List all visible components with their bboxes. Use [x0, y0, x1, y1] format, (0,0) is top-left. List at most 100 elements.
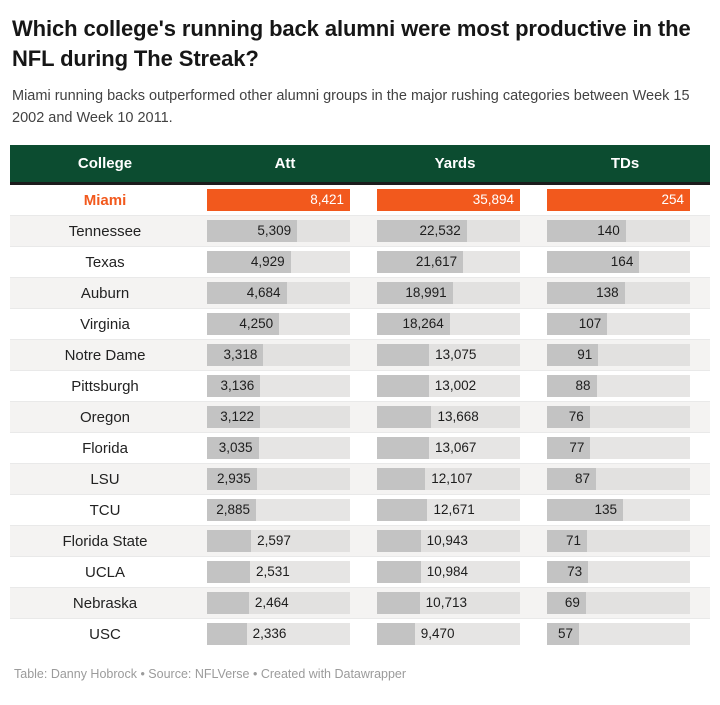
chart-footer-credits: Table: Danny Hobrock • Source: NFLVerse … — [14, 667, 407, 682]
bar-value-label: 138 — [596, 285, 619, 301]
bar-track: 2,464 — [207, 592, 350, 615]
stat-cell: 4,250 — [200, 313, 370, 336]
bar-track: 3,035 — [207, 437, 350, 460]
table-row: Auburn 4,684 18,991 138 — [10, 277, 710, 309]
value-bar — [547, 437, 591, 460]
column-header-att: Att — [274, 155, 296, 173]
value-bar — [377, 530, 421, 553]
bar-value-label: 91 — [577, 347, 593, 363]
table-body: Miami 8,421 35,894 254 Tennessee 5,309 22,532 1… — [10, 185, 710, 650]
bar-value-label: 10,713 — [425, 595, 467, 611]
bar-track: 57 — [547, 623, 690, 646]
stat-cell: 12,107 — [370, 468, 540, 491]
bar-value-label: 77 — [569, 440, 585, 456]
college-name: Nebraska — [72, 594, 138, 612]
table-row: Pittsburgh 3,136 13,002 88 — [10, 370, 710, 402]
stat-cell: 254 — [540, 189, 710, 212]
value-bar — [207, 251, 291, 274]
bar-track: 135 — [547, 499, 690, 522]
bar-track: 10,713 — [377, 592, 520, 615]
value-bar — [377, 375, 429, 398]
bar-track: 3,122 — [207, 406, 350, 429]
bar-track: 13,075 — [377, 344, 520, 367]
value-bar — [377, 282, 453, 305]
bar-value-label: 164 — [610, 254, 634, 270]
stat-cell: 88 — [540, 375, 710, 398]
table-row: Texas 4,929 21,617 164 — [10, 246, 710, 278]
bar-value-label: 9,470 — [420, 626, 455, 642]
value-bar — [547, 623, 580, 646]
bar-track: 107 — [547, 313, 690, 336]
bar-value-label: 35,894 — [472, 192, 514, 208]
chart-title: Which college's running back alumni were… — [12, 16, 691, 71]
stat-cell: 13,075 — [370, 344, 540, 367]
stat-cell: 13,067 — [370, 437, 540, 460]
highlight-bar — [547, 189, 690, 212]
bar-value-label: 2,336 — [252, 626, 287, 642]
value-bar — [547, 375, 597, 398]
college-name: LSU — [90, 470, 120, 488]
stat-cell: 87 — [540, 468, 710, 491]
bar-value-label: 254 — [661, 192, 684, 208]
value-bar — [547, 499, 623, 522]
bar-track: 13,668 — [377, 406, 520, 429]
bar-value-label: 135 — [594, 502, 617, 518]
value-bar — [547, 344, 599, 367]
stat-cell: 2,464 — [200, 592, 370, 615]
bar-track: 77 — [547, 437, 690, 460]
stat-cell: 13,002 — [370, 375, 540, 398]
bar-track: 87 — [547, 468, 690, 491]
value-bar — [377, 499, 428, 522]
stat-cell: 2,885 — [200, 499, 370, 522]
stat-cell: 2,531 — [200, 561, 370, 584]
bar-value-label: 2,464 — [254, 595, 289, 611]
bar-value-label: 13,002 — [434, 378, 477, 394]
stat-cell: 35,894 — [370, 189, 540, 212]
value-bar — [377, 344, 430, 367]
table-header-row: College Att Yards TDs — [10, 145, 710, 186]
stat-cell: 13,668 — [370, 406, 540, 429]
bar-value-label: 12,107 — [431, 471, 473, 487]
value-bar — [377, 251, 464, 274]
bar-value-label: 3,035 — [218, 440, 253, 456]
table-row: Florida State 2,597 10,943 71 — [10, 525, 710, 557]
bar-value-label: 18,264 — [402, 316, 444, 332]
bar-track: 71 — [547, 530, 690, 553]
bar-track: 13,067 — [377, 437, 520, 460]
bar-value-label: 71 — [565, 533, 581, 549]
bar-track: 18,991 — [377, 282, 520, 305]
bar-value-label: 2,597 — [257, 533, 291, 549]
stat-cell: 4,684 — [200, 282, 370, 305]
bar-value-label: 73 — [567, 564, 583, 580]
table-row: Oregon 3,122 13,668 76 — [10, 401, 710, 433]
stat-cell: 18,991 — [370, 282, 540, 305]
bar-value-label: 76 — [568, 409, 584, 425]
bar-value-label: 57 — [558, 626, 574, 642]
bar-track: 3,318 — [207, 344, 350, 367]
college-name: TCU — [89, 501, 121, 519]
bar-track: 10,943 — [377, 530, 520, 553]
college-name: Virginia — [80, 315, 130, 333]
bar-value-label: 5,309 — [257, 223, 292, 239]
highlight-bar — [207, 189, 350, 212]
stat-cell: 2,597 — [200, 530, 370, 553]
value-bar — [207, 375, 261, 398]
bar-track: 5,309 — [207, 220, 350, 243]
bar-track: 254 — [547, 189, 690, 212]
table-row: Florida 3,035 13,067 77 — [10, 432, 710, 464]
bar-track: 8,421 — [207, 189, 350, 212]
college-name: Oregon — [79, 408, 131, 426]
stat-cell: 22,532 — [370, 220, 540, 243]
value-bar — [377, 468, 426, 491]
bar-value-label: 3,318 — [223, 347, 258, 363]
bar-track: 9,470 — [377, 623, 520, 646]
bar-track: 4,250 — [207, 313, 350, 336]
bar-track: 35,894 — [377, 189, 520, 212]
bar-track: 2,336 — [207, 623, 350, 646]
value-bar — [207, 623, 247, 646]
value-bar — [377, 313, 450, 336]
stat-cell: 8,421 — [200, 189, 370, 212]
value-bar — [207, 561, 250, 584]
college-name: Pittsburgh — [71, 377, 139, 395]
table-row: Tennessee 5,309 22,532 140 — [10, 215, 710, 247]
